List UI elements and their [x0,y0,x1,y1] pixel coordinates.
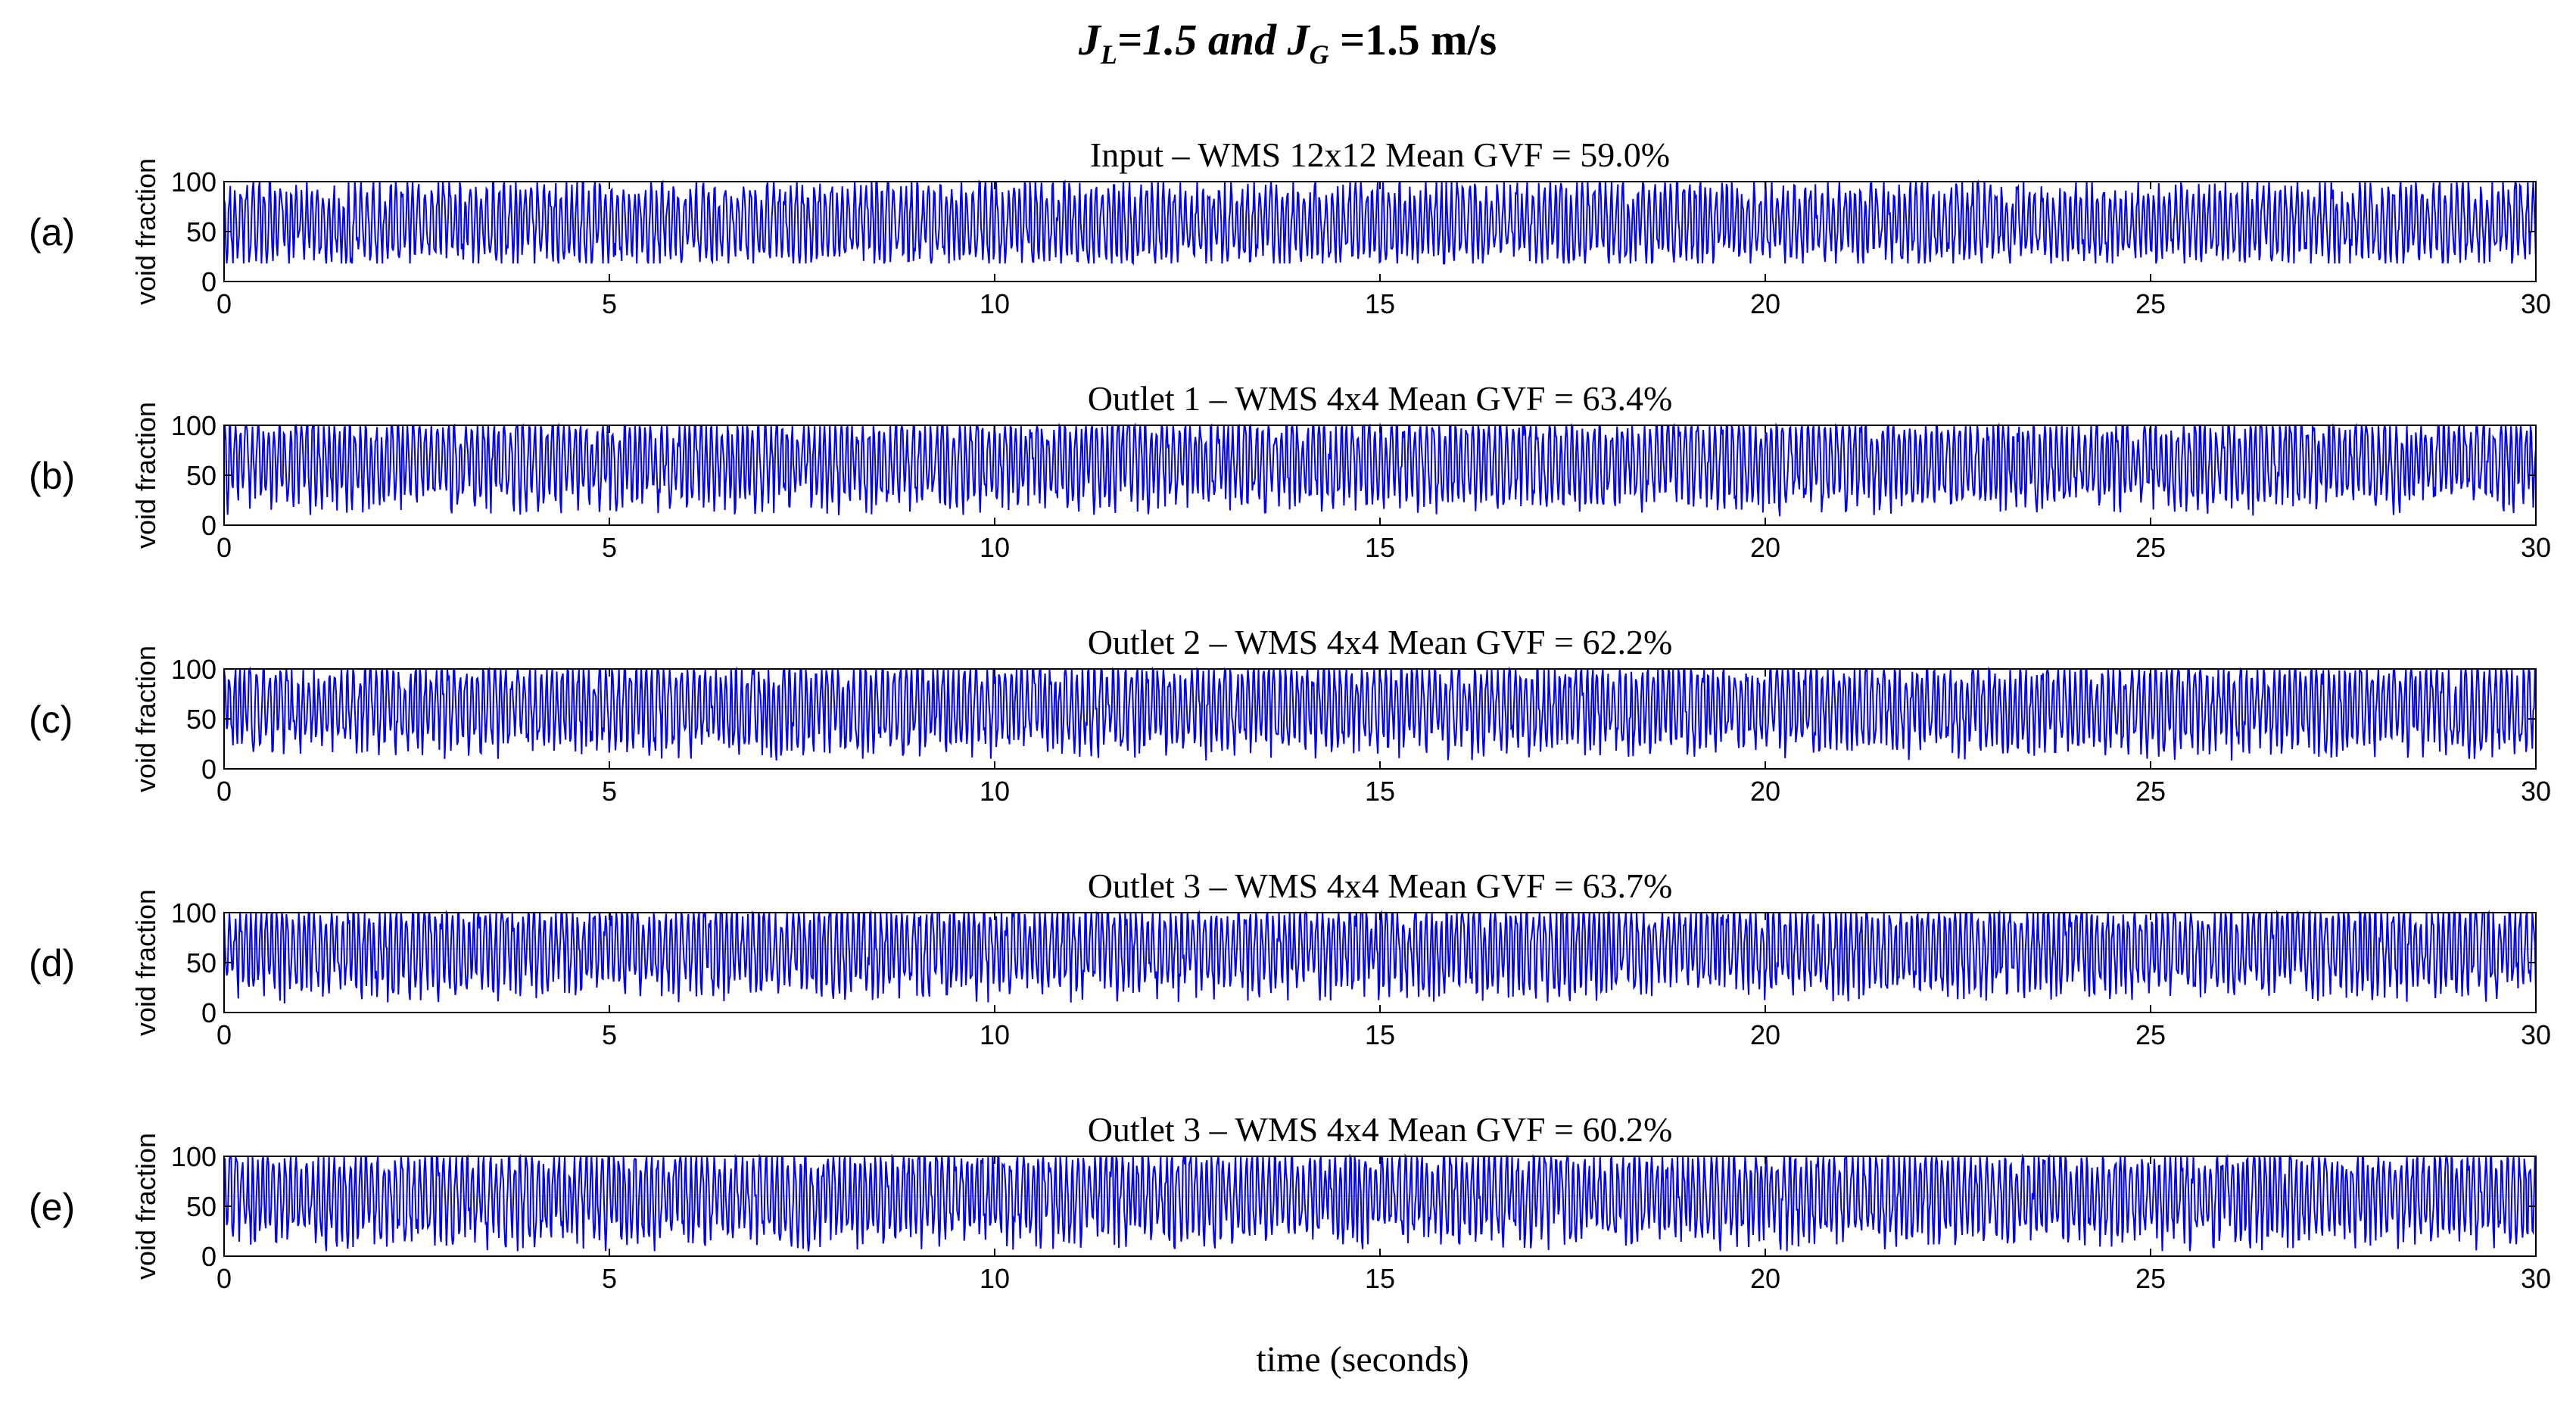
x-tick-label: 5 [602,288,617,319]
panels: Input – WMS 12x12 Mean GVF = 59.0% (a) voi… [29,135,2551,1294]
panel-title: Outlet 3 – WMS 4x4 Mean GVF = 60.2% [1088,1110,1673,1149]
y-tick-label: 50 [186,216,216,247]
y-axis-label: void fraction [130,646,161,792]
y-axis-label: void fraction [130,1133,161,1280]
y-tick-label: 100 [171,166,216,198]
x-tick-label: 20 [1750,532,1780,563]
x-tick-label: 15 [1365,776,1395,807]
panel-label: (b) [29,455,75,497]
y-tick-label: 100 [171,1141,216,1172]
panel-c: Outlet 2 – WMS 4x4 Mean GVF = 62.2% (c) vo… [29,623,2551,807]
x-tick-label: 25 [2135,1019,2166,1050]
y-tick-label: 0 [201,266,216,297]
y-axis-label: void fraction [130,158,161,305]
main-title-j-l: J [1078,15,1102,64]
y-tick-label: 0 [201,1241,216,1272]
x-tick-label: 15 [1365,288,1395,319]
x-tick-label: 10 [980,288,1010,319]
y-tick-label: 50 [186,460,216,491]
series-line [223,1153,2537,1252]
panel-label: (d) [29,942,75,985]
x-tick-label: 0 [216,1019,232,1050]
panel-a: Input – WMS 12x12 Mean GVF = 59.0% (a) voi… [29,135,2551,319]
series-line [223,422,2537,517]
x-tick-label: 0 [216,288,232,319]
panel-title: Outlet 1 – WMS 4x4 Mean GVF = 63.4% [1088,379,1673,418]
x-tick-label: 15 [1365,532,1395,563]
y-tick-label: 50 [186,1191,216,1222]
x-tick-label: 0 [216,776,232,807]
x-tick-label: 10 [980,1019,1010,1050]
x-tick-label: 20 [1750,288,1780,319]
x-tick-label: 20 [1750,1263,1780,1294]
y-tick-label: 0 [201,997,216,1028]
y-tick-label: 100 [171,654,216,685]
y-tick-label: 50 [186,947,216,978]
x-tick-label: 15 [1365,1019,1395,1050]
x-tick-label: 25 [2135,1263,2166,1294]
x-tick-label: 25 [2135,532,2166,563]
x-tick-label: 25 [2135,776,2166,807]
x-tick-label: 10 [980,1263,1010,1294]
panel-title: Outlet 2 – WMS 4x4 Mean GVF = 62.2% [1088,623,1673,661]
series-line [223,179,2537,266]
x-tick-label: 0 [216,532,232,563]
x-tick-label: 5 [602,532,617,563]
series-line [223,666,2537,761]
y-tick-label: 100 [171,897,216,929]
x-tick-label: 20 [1750,776,1780,807]
x-tick-label: 30 [2521,1019,2551,1050]
panel-label: (c) [29,698,73,741]
panel-e: Outlet 3 – WMS 4x4 Mean GVF = 60.2% (e) vo… [29,1110,2551,1294]
x-tick-label: 25 [2135,288,2166,319]
panel-d: Outlet 3 – WMS 4x4 Mean GVF = 63.7% (d) vo… [29,866,2551,1050]
x-tick-label: 5 [602,1019,617,1050]
main-title-sub-l: L [1100,39,1117,70]
x-tick-label: 30 [2521,1263,2551,1294]
x-tick-label: 10 [980,776,1010,807]
main-title: JL=1.5 and JG =1.5 m/s [1078,15,1497,70]
y-tick-label: 0 [201,510,216,541]
x-tick-label: 30 [2521,532,2551,563]
x-tick-label: 30 [2521,288,2551,319]
x-tick-label: 5 [602,776,617,807]
panel-b: Outlet 1 – WMS 4x4 Mean GVF = 63.4% (b) vo… [29,379,2551,563]
x-tick-label: 5 [602,1263,617,1294]
main-title-units: =1.5 m/s [1329,15,1497,64]
series-line [223,910,2537,1004]
panel-label: (e) [29,1186,75,1228]
y-tick-label: 100 [171,410,216,441]
main-title-middle: =1.5 and J [1117,15,1311,64]
y-axis-label: void fraction [130,402,161,549]
x-tick-label: 10 [980,532,1010,563]
x-tick-label: 30 [2521,776,2551,807]
x-tick-label: 15 [1365,1263,1395,1294]
main-title-sub-g: G [1310,39,1329,70]
x-tick-label: 0 [216,1263,232,1294]
panel-title: Input – WMS 12x12 Mean GVF = 59.0% [1090,135,1670,174]
y-tick-label: 50 [186,704,216,735]
y-tick-label: 0 [201,754,216,785]
panel-label: (a) [29,211,75,254]
x-tick-label: 20 [1750,1019,1780,1050]
panel-title: Outlet 3 – WMS 4x4 Mean GVF = 63.7% [1088,866,1673,905]
y-axis-label: void fraction [130,889,161,1036]
x-axis-label: time (seconds) [1256,1339,1469,1380]
